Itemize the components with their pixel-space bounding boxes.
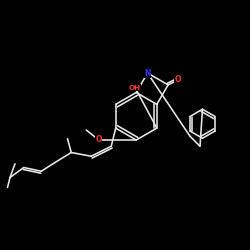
Text: O: O	[96, 136, 102, 144]
Text: OH: OH	[129, 84, 141, 90]
Text: N: N	[144, 68, 151, 78]
Text: O: O	[175, 76, 181, 84]
